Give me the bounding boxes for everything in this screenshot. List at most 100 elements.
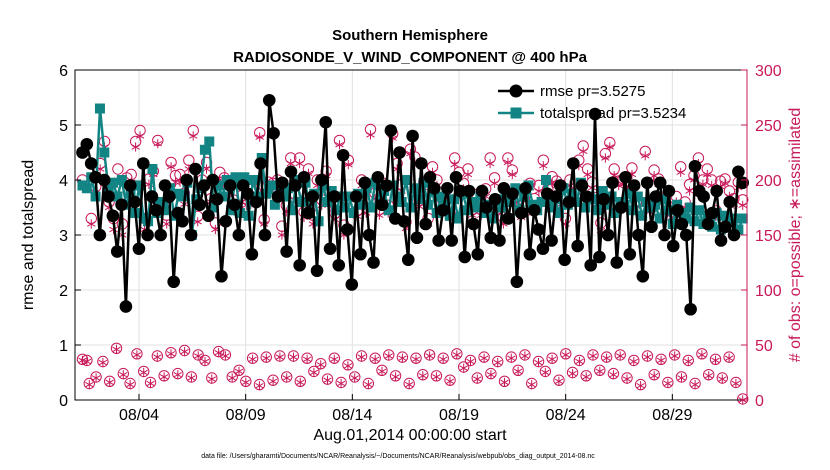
obs-low-assimilated-marker [724, 353, 734, 363]
rmse-marker [488, 192, 502, 206]
rmse-marker [545, 234, 558, 247]
obs-low-assimilated-marker [473, 374, 482, 384]
obs-assimilated-marker [641, 151, 650, 161]
obs-low-assimilated-marker [438, 354, 448, 364]
obs-low-assimilated-marker [364, 380, 373, 390]
obs-assimilated-marker [335, 140, 344, 150]
rmse-marker [163, 190, 176, 203]
rmse-marker [215, 269, 228, 283]
rmse-marker [658, 228, 671, 242]
obs-low-assimilated-marker [384, 351, 394, 361]
rmse-marker [701, 217, 715, 231]
obs-assimilated-marker [189, 131, 198, 141]
rmse-marker [258, 228, 272, 242]
obs-low-assimilated-marker [180, 347, 189, 357]
y-tick-label: 0 [59, 393, 68, 410]
obs-low-assimilated-marker [459, 363, 468, 373]
obs-assimilated-marker [601, 153, 610, 163]
rmse-marker [610, 256, 624, 269]
rmse-marker [627, 179, 641, 192]
totalspread-marker [208, 202, 219, 213]
totalspread-marker [680, 213, 691, 224]
rmse-marker [358, 176, 372, 190]
rmse-marker [271, 190, 285, 203]
obs-low-assimilated-marker [207, 374, 217, 384]
y2-axis-label: # of obs: o=possible; ∗=assimilated [787, 108, 804, 362]
obs-low-assimilated-marker [588, 351, 598, 361]
obs-low-assimilated-marker [575, 356, 584, 367]
rmse-marker [154, 228, 167, 242]
rmse-marker [666, 239, 680, 253]
rmse-marker [97, 173, 111, 187]
obs-low-assimilated-marker [731, 378, 741, 389]
totalspread-marker [287, 205, 298, 216]
rmse-marker [328, 190, 341, 203]
x-tick-label: 08/29 [652, 407, 692, 424]
chart-subtitle: RADIOSONDE_V_WIND_COMPONENT @ 400 hPa [233, 49, 588, 66]
obs-low-assimilated-marker [718, 374, 727, 384]
obs-low-assimilated-marker [554, 376, 564, 386]
obs-low-assimilated-marker [513, 366, 523, 376]
totalspread-marker [247, 175, 258, 185]
totalspread-marker [567, 188, 578, 199]
totalspread-marker [589, 194, 600, 205]
obs-assimilated-marker [578, 146, 588, 156]
obs-low-assimilated-marker [684, 356, 693, 367]
totalspread-marker [733, 224, 744, 235]
rmse-marker [189, 162, 202, 176]
totalspread-marker [453, 213, 464, 224]
rmse-marker [719, 220, 732, 234]
obs-low-assimilated-marker [296, 377, 305, 387]
x-axis-label: Aug.01,2014 00:00:00 start [313, 427, 507, 444]
obs-low-assimilated-marker [500, 377, 509, 387]
rmse-marker [184, 228, 198, 242]
obs-low-assimilated-marker [112, 344, 121, 354]
y2-tick-label: 150 [755, 228, 782, 245]
obs-low-assimilated-marker [391, 372, 400, 382]
totalspread-marker [545, 202, 556, 213]
rmse-marker [684, 302, 697, 316]
rmse-marker [454, 184, 467, 198]
obs-low-assimilated-marker [534, 358, 543, 368]
legend-rmse-marker [509, 84, 523, 98]
obs-low-assimilated-marker [125, 380, 135, 390]
totalspread-marker [602, 199, 613, 210]
totalspread-marker [269, 199, 280, 210]
obs-possible-marker [112, 163, 124, 175]
rmse-marker [315, 173, 328, 187]
obs-low-assimilated-marker [445, 376, 455, 386]
rmse-marker [128, 195, 141, 209]
obs-low-assimilated-marker [105, 377, 114, 387]
rmse-marker [275, 176, 289, 190]
obs-low-assimilated-marker [418, 371, 428, 381]
rmse-marker [284, 165, 298, 179]
totalspread-marker [230, 172, 241, 183]
rmse-marker [697, 190, 710, 203]
rmse-marker [367, 256, 380, 269]
obs-low-assimilated-marker [255, 381, 264, 391]
obs-low-assimilated-marker [132, 350, 142, 360]
totalspread-marker [659, 194, 670, 205]
totalspread-marker [667, 219, 678, 229]
obs-low-assimilated-marker [282, 373, 291, 383]
totalspread-marker [108, 177, 119, 188]
footer-note: data file: /Users/gharamti/Documents/NCA… [201, 453, 595, 460]
obs-assimilated-marker [703, 169, 712, 180]
x-tick-label: 08/09 [226, 407, 266, 424]
obs-low-assimilated-marker [527, 380, 536, 390]
totalspread-marker [282, 183, 293, 194]
obs-low-assimilated-marker [268, 376, 278, 386]
obs-low-assimilated-marker [711, 355, 720, 365]
totalspread-marker [178, 191, 189, 202]
rmse-marker [519, 181, 532, 195]
obs-assimilated-marker [463, 169, 473, 180]
rmse-marker [319, 115, 333, 129]
obs-low-assimilated-marker [377, 366, 387, 376]
obs-low-assimilated-marker [425, 351, 434, 361]
totalspread-marker [239, 172, 250, 183]
rmse-marker [423, 170, 437, 184]
x-tick-label: 08/24 [546, 407, 586, 424]
rmse-marker [297, 170, 311, 184]
y-axis-label: rmse and totalspread [20, 160, 37, 310]
